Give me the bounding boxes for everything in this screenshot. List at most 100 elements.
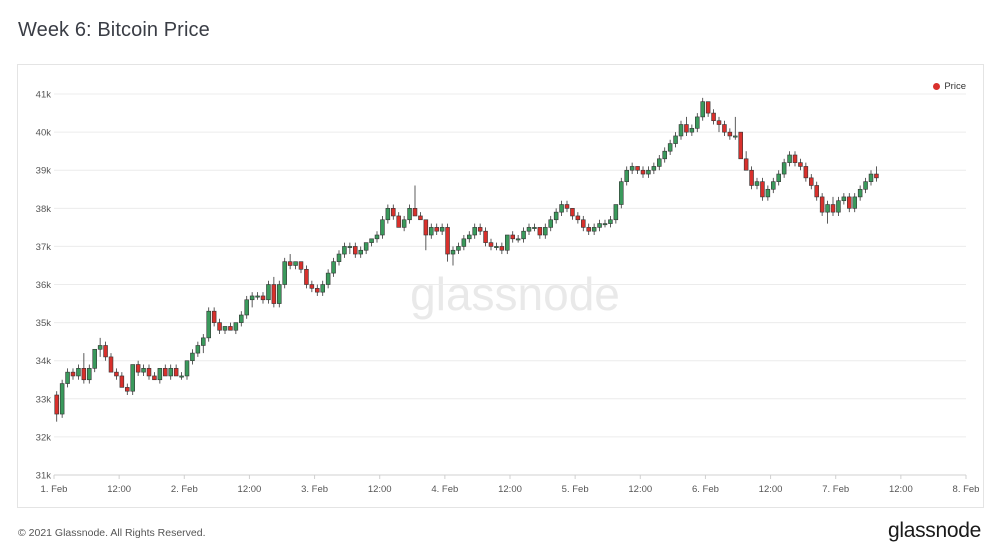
x-tick-label: 2. Feb [171, 484, 198, 495]
candle-body [716, 120, 722, 125]
candle-body [738, 131, 743, 160]
candle-body [135, 364, 141, 373]
candle-body [673, 135, 678, 144]
candle-body [244, 299, 249, 316]
candle-body [532, 227, 537, 229]
y-tick-label: 32k [36, 432, 52, 443]
candle-body [184, 360, 190, 377]
y-tick-label: 36k [36, 280, 52, 291]
candle-body [407, 208, 412, 221]
y-tick-label: 35k [36, 318, 52, 329]
chart-panel: glassnode 31k 32k 33k 34k 35k 36k 37k 38k 39k 40k 4… [17, 64, 984, 508]
candle-body [92, 348, 97, 369]
x-tick-label: 3. Feb [301, 484, 328, 495]
candle-body [309, 284, 315, 289]
y-tick-label: 38k [36, 204, 52, 215]
candle-body [733, 135, 738, 138]
candle-body [749, 169, 754, 186]
candle-body [233, 322, 239, 331]
candle-body [211, 310, 217, 323]
candle-body [152, 375, 157, 381]
x-tick-label: 12:00 [368, 484, 392, 495]
candle-body [282, 261, 287, 285]
candle-body [499, 246, 505, 251]
candle-body [651, 166, 657, 171]
x-tick-label: 4. Feb [431, 484, 458, 495]
candle-body [640, 169, 646, 175]
candle-body [787, 154, 792, 163]
candle-body [325, 272, 331, 285]
candle-body [385, 208, 391, 221]
candle-body [657, 158, 662, 167]
candle-body [103, 345, 108, 358]
candle-body [358, 249, 363, 255]
chart-title: Week 6: Bitcoin Price [18, 19, 210, 41]
candle-body [711, 112, 716, 122]
x-tick-label: 12:00 [889, 484, 913, 495]
candle-body [597, 223, 602, 228]
candle-body [760, 181, 765, 198]
candle-body [863, 181, 868, 190]
candle-body [163, 368, 168, 377]
candle-body [450, 249, 456, 255]
y-tick-label: 31k [36, 471, 52, 482]
legend[interactable]: Price [933, 81, 966, 92]
candle-body [114, 371, 119, 377]
candle-body [765, 188, 771, 198]
candle-body [239, 314, 244, 323]
candle-body [602, 223, 608, 226]
candle-body [195, 345, 201, 354]
candle-body [336, 253, 342, 262]
candle-body [472, 227, 477, 236]
candle-body [624, 169, 629, 182]
candle-body [456, 246, 461, 251]
candle-body [667, 143, 673, 152]
y-tick-label: 33k [36, 394, 52, 405]
candle-body [255, 295, 260, 298]
candle-body [304, 268, 309, 285]
candle-body [494, 246, 499, 248]
x-tick-label: 12:00 [107, 484, 131, 495]
candle-body [423, 219, 429, 236]
candle-body [380, 219, 385, 236]
candle-body [537, 227, 543, 236]
candle-body [222, 326, 228, 331]
candle-body [277, 284, 282, 304]
candle-body [320, 284, 325, 293]
y-tick-label: 39k [36, 166, 52, 177]
candle-body [575, 215, 581, 221]
copyright-text: © 2021 Glassnode. All Rights Reserved. [18, 527, 206, 539]
candle-body [130, 364, 135, 392]
x-tick-label: 8. Feb [953, 484, 980, 495]
candle-body [722, 124, 727, 133]
candle-body [190, 352, 195, 362]
candle-body [868, 173, 874, 182]
candle-body [586, 227, 591, 232]
candle-body [81, 368, 87, 381]
x-tick-label: 12:00 [498, 484, 522, 495]
x-tick-label: 12:00 [628, 484, 652, 495]
candle-body [119, 375, 125, 388]
candle-body [146, 368, 152, 377]
candle-body [173, 368, 179, 377]
candle-body [852, 196, 857, 209]
candle-body [819, 196, 825, 213]
candle-body [847, 196, 852, 209]
candle-body [814, 185, 819, 198]
candle-body [619, 181, 624, 205]
candle-body [564, 204, 570, 209]
candle-body [467, 234, 472, 240]
candle-body [396, 215, 401, 228]
x-tick-label: 1. Feb [41, 484, 68, 495]
candle-body [781, 162, 787, 175]
price-chart: glassnode 31k 32k 33k 34k 35k 36k 37k 38k 39k 40k 4… [36, 90, 980, 495]
candle-body [434, 227, 439, 232]
candle-body [743, 158, 749, 171]
candle-body [201, 337, 206, 346]
candle-body [505, 234, 510, 251]
candle-body [591, 227, 597, 232]
candle-body [662, 150, 667, 160]
candle-body [141, 368, 146, 373]
candle-body [488, 242, 494, 247]
candle-body [678, 124, 684, 137]
